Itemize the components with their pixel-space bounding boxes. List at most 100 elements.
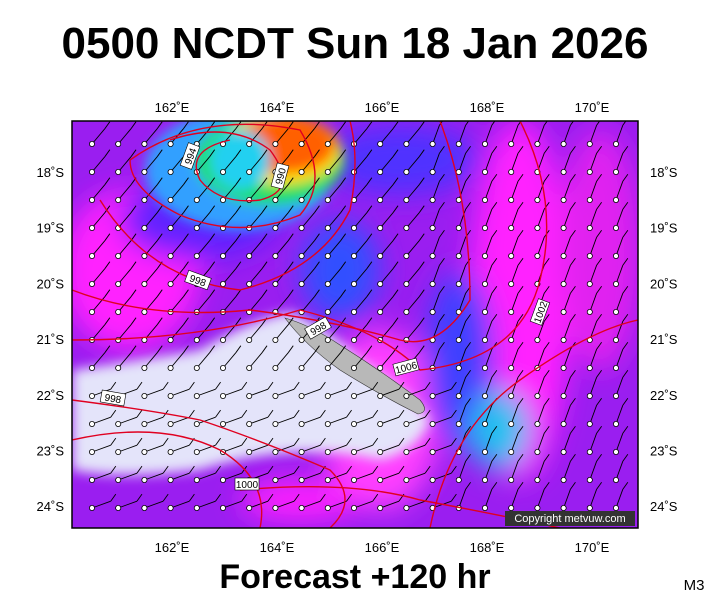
barb-shaft xyxy=(458,461,467,481)
barb-shaft xyxy=(589,405,598,425)
barb-station xyxy=(324,448,331,455)
barb-flag xyxy=(543,201,550,210)
barb-shaft xyxy=(249,444,269,453)
barb-shaft xyxy=(589,209,598,229)
barb-shaft xyxy=(170,444,190,453)
barb-flag xyxy=(136,465,143,474)
barb-station xyxy=(640,337,645,342)
barb-flag xyxy=(465,369,472,378)
barb-shaft xyxy=(406,324,420,341)
barb-station xyxy=(272,504,279,511)
barb-shaft xyxy=(196,416,216,425)
barb-shaft xyxy=(196,212,211,229)
barb-flag xyxy=(366,289,373,297)
barb-station xyxy=(219,476,226,483)
barb-station xyxy=(115,140,122,147)
barb-shaft xyxy=(432,153,440,173)
barb-station xyxy=(324,252,331,259)
barb-flag xyxy=(570,481,576,490)
barb-flag xyxy=(235,177,242,185)
isobar-label: 1000 xyxy=(234,477,260,491)
barb-flag xyxy=(622,341,629,350)
barb-shaft xyxy=(642,405,649,424)
barb-flag xyxy=(130,121,137,129)
barb-shaft xyxy=(327,156,342,173)
barb-shaft xyxy=(642,433,649,452)
barb-shaft xyxy=(642,489,649,508)
barb-station xyxy=(429,308,436,315)
barb-station xyxy=(560,504,567,511)
barb-shaft xyxy=(249,416,269,425)
barb-shaft xyxy=(432,472,452,481)
barb-shaft xyxy=(484,265,493,285)
barb-shaft xyxy=(301,240,315,257)
barb-station xyxy=(481,448,488,455)
barb-shaft xyxy=(406,240,420,257)
barb-flag xyxy=(215,409,221,418)
barb-shaft xyxy=(432,444,452,453)
barb-station xyxy=(115,448,122,455)
barb-flag xyxy=(596,285,603,294)
barb-station xyxy=(560,140,567,147)
barb-station xyxy=(141,280,148,287)
barb-shaft xyxy=(563,209,571,229)
barb-station xyxy=(403,140,410,147)
model-code: M3 xyxy=(684,577,705,594)
barb-shaft xyxy=(170,240,184,257)
barb-station xyxy=(508,364,515,371)
barb-shaft xyxy=(432,388,452,397)
barb-station xyxy=(481,336,488,343)
barb-station xyxy=(141,476,148,483)
barb-flag xyxy=(596,453,603,462)
barb-flag xyxy=(570,313,576,322)
barb-station xyxy=(455,280,462,287)
barb-shaft xyxy=(222,352,237,369)
barb-station xyxy=(429,476,436,483)
barb-station xyxy=(272,280,279,287)
barb-station xyxy=(219,336,226,343)
barb-station xyxy=(324,504,331,511)
barb-shaft xyxy=(432,349,440,369)
barb-station xyxy=(298,280,305,287)
barb-shaft xyxy=(91,268,106,285)
barb-station xyxy=(115,168,122,175)
barb-shaft xyxy=(484,181,493,201)
barb-shaft xyxy=(248,212,263,229)
barb-flag xyxy=(235,121,242,129)
barb-flag xyxy=(209,289,216,297)
barb-station xyxy=(403,280,410,287)
barb-station xyxy=(324,308,331,315)
barb-flag xyxy=(314,149,320,157)
barb-flag xyxy=(439,145,445,154)
barb-station xyxy=(298,504,305,511)
barb-flag xyxy=(517,229,524,238)
barb-flag xyxy=(491,285,498,294)
barb-station xyxy=(141,392,148,399)
barb-flag xyxy=(156,149,163,157)
barb-flag xyxy=(209,345,216,353)
barb-flag xyxy=(424,493,431,502)
barb-station xyxy=(508,140,515,147)
barb-shaft xyxy=(484,405,493,425)
barb-shaft xyxy=(327,184,342,201)
barb-shaft xyxy=(301,296,315,313)
barb-shaft xyxy=(484,377,493,397)
barb-flag xyxy=(287,345,294,353)
barb-station xyxy=(89,168,96,175)
barb-station xyxy=(640,421,645,426)
barb-shaft xyxy=(248,128,263,145)
barb-flag xyxy=(596,397,603,406)
barb-station xyxy=(613,476,620,483)
barb-flag xyxy=(293,409,300,418)
barb-flag xyxy=(104,289,111,297)
barb-flag xyxy=(491,313,498,322)
barb-shaft xyxy=(536,237,545,257)
barb-shaft xyxy=(144,472,164,481)
barb-flag xyxy=(398,381,405,390)
barb-station xyxy=(193,196,200,203)
barb-shaft xyxy=(510,181,519,201)
barb-shaft xyxy=(380,500,400,509)
barb-shaft xyxy=(327,416,347,425)
barb-flag xyxy=(451,381,457,390)
barb-flag xyxy=(418,289,425,297)
